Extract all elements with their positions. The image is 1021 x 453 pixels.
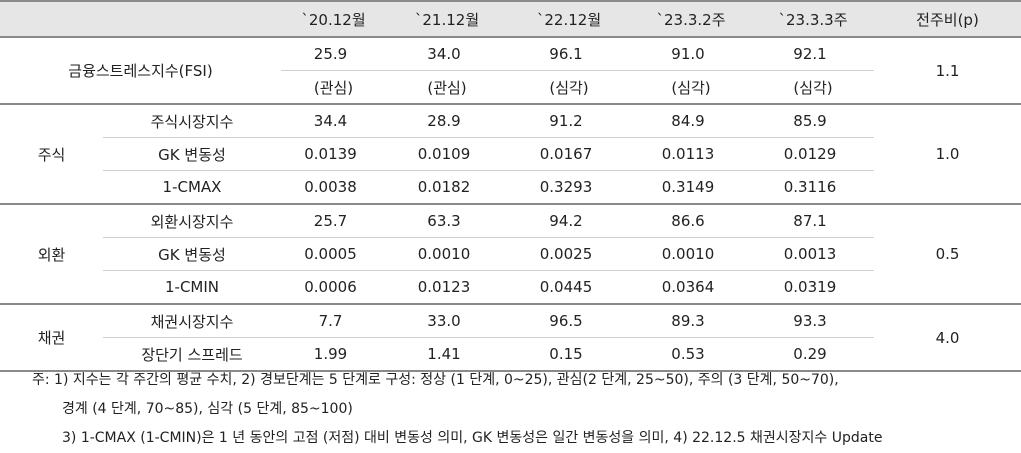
cell-value: 7.7	[281, 304, 386, 338]
footnote-line: 주: 1) 지수는 각 주간의 평균 수치, 2) 경보단계는 5 단계로 구성…	[32, 372, 839, 388]
fsi-value: 25.9	[281, 37, 386, 71]
table-row: 외환 외환시장지수 25.7 63.3 94.2 86.6 87.1 0.5	[0, 204, 1021, 305]
row-label: 외환시장지수	[103, 204, 281, 238]
table-row: GK 변동성 0.0139 0.0109 0.0167 0.0113 0.012…	[0, 137, 1021, 171]
fsi-change: 1.1	[874, 37, 1021, 105]
cell-value: 0.3149	[630, 170, 752, 205]
cell-value: 84.9	[630, 104, 752, 138]
group-label-stock: 주식	[0, 104, 103, 205]
fsi-value: 34.0	[386, 37, 508, 71]
group-label-bond: 채권	[0, 304, 103, 372]
header-col-5: `23.3.3주	[752, 0, 874, 38]
row-label: 주식시장지수	[103, 104, 281, 138]
group-change-fx: 0.5	[874, 204, 1021, 305]
group-label-fx: 외환	[0, 204, 103, 305]
cell-value: 34.4	[281, 104, 386, 138]
row-label: GK 변동성	[103, 237, 281, 271]
fsi-value: 92.1	[752, 37, 874, 71]
cell-value: 0.53	[630, 337, 752, 372]
fsi-stage: (심각)	[508, 70, 630, 105]
fsi-value: 91.0	[630, 37, 752, 71]
header-change: 전주비(p)	[874, 0, 1021, 38]
cell-value: 0.15	[508, 337, 630, 372]
cell-value: 0.0445	[508, 270, 630, 305]
cell-value: 1.41	[386, 337, 508, 372]
cell-value: 0.29	[752, 337, 874, 372]
fsi-label: 금융스트레스지수(FSI)	[0, 37, 281, 105]
cell-value: 0.0038	[281, 170, 386, 205]
cell-value: 0.0182	[386, 170, 508, 205]
cell-value: 25.7	[281, 204, 386, 238]
fsi-stage: (관심)	[281, 70, 386, 105]
cell-value: 1.99	[281, 337, 386, 372]
cell-value: 63.3	[386, 204, 508, 238]
row-label: 1-CMIN	[103, 270, 281, 305]
cell-value: 0.0113	[630, 137, 752, 171]
fsi-stage: (관심)	[386, 70, 508, 105]
row-label: 장단기 스프레드	[103, 337, 281, 372]
fsi-stage-row: (관심) (관심) (심각) (심각) (심각)	[0, 70, 1021, 105]
cell-value: 28.9	[386, 104, 508, 138]
cell-value: 0.0364	[630, 270, 752, 305]
group-change-bond: 4.0	[874, 304, 1021, 372]
fsi-table: `20.12월 `21.12월 `22.12월 `23.3.2주 `23.3.3…	[0, 0, 1021, 372]
row-label: GK 변동성	[103, 137, 281, 171]
cell-value: 87.1	[752, 204, 874, 238]
cell-value: 0.3293	[508, 170, 630, 205]
header-col-1: `20.12월	[281, 0, 386, 38]
header-col-3: `22.12월	[508, 0, 630, 38]
cell-value: 96.5	[508, 304, 630, 338]
table-row: 채권 채권시장지수 7.7 33.0 96.5 89.3 93.3 4.0	[0, 304, 1021, 372]
cell-value: 91.2	[508, 104, 630, 138]
table-row: 주식 주식시장지수 34.4 28.9 91.2 84.9 85.9 1.0	[0, 104, 1021, 205]
cell-value: 0.0123	[386, 270, 508, 305]
footnotes: 주: 1) 지수는 각 주간의 평균 수치, 2) 경보단계는 5 단계로 구성…	[0, 366, 1021, 453]
cell-value: 86.6	[630, 204, 752, 238]
group-change-stock: 1.0	[874, 104, 1021, 205]
cell-value: 0.0167	[508, 137, 630, 171]
cell-value: 89.3	[630, 304, 752, 338]
header-col-2: `21.12월	[386, 0, 508, 38]
cell-value: 0.0129	[752, 137, 874, 171]
cell-value: 85.9	[752, 104, 874, 138]
fsi-stage: (심각)	[752, 70, 874, 105]
cell-value: 33.0	[386, 304, 508, 338]
cell-value: 0.0010	[386, 237, 508, 271]
header-blank	[0, 0, 281, 38]
table-row: 장단기 스프레드 1.99 1.41 0.15 0.53 0.29	[0, 337, 1021, 372]
footnote-line: 경계 (4 단계, 70~85), 심각 (5 단계, 85~100)	[62, 401, 353, 417]
row-label: 채권시장지수	[103, 304, 281, 338]
cell-value: 94.2	[508, 204, 630, 238]
cell-value: 0.0025	[508, 237, 630, 271]
row-label: 1-CMAX	[103, 170, 281, 205]
table-row: 1-CMIN 0.0006 0.0123 0.0445 0.0364 0.031…	[0, 270, 1021, 305]
table-row: GK 변동성 0.0005 0.0010 0.0025 0.0010 0.001…	[0, 237, 1021, 271]
cell-value: 0.0006	[281, 270, 386, 305]
cell-value: 0.0013	[752, 237, 874, 271]
cell-value: 0.0010	[630, 237, 752, 271]
table-row: 1-CMAX 0.0038 0.0182 0.3293 0.3149 0.311…	[0, 170, 1021, 205]
fsi-value-row: 금융스트레스지수(FSI) 25.9 34.0 96.1 91.0 92.1 1…	[0, 37, 1021, 105]
footnote-line: 3) 1-CMAX (1-CMIN)은 1 년 동안의 고점 (저점) 대비 변…	[62, 430, 883, 446]
cell-value: 0.0005	[281, 237, 386, 271]
cell-value: 0.3116	[752, 170, 874, 205]
fsi-stage: (심각)	[630, 70, 752, 105]
cell-value: 0.0139	[281, 137, 386, 171]
cell-value: 0.0109	[386, 137, 508, 171]
fsi-value: 96.1	[508, 37, 630, 71]
header-col-4: `23.3.2주	[630, 0, 752, 38]
cell-value: 0.0319	[752, 270, 874, 305]
header-row: `20.12월 `21.12월 `22.12월 `23.3.2주 `23.3.3…	[0, 0, 1021, 38]
cell-value: 93.3	[752, 304, 874, 338]
